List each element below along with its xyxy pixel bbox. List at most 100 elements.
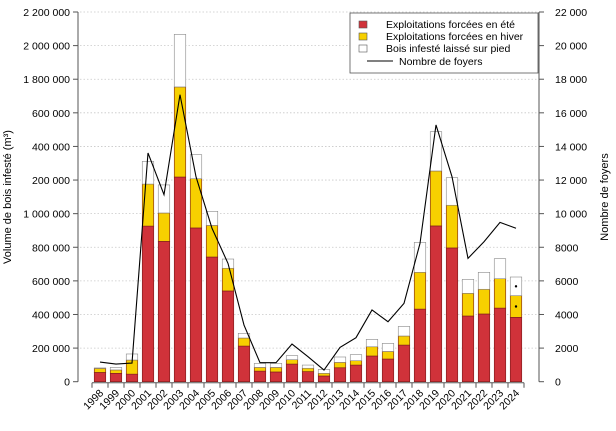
y-tick-label: 2 000 000 bbox=[23, 41, 70, 53]
legend-label-standing: Bois infesté laissé sur pied bbox=[386, 43, 510, 55]
bar-standing bbox=[173, 34, 187, 88]
y2-tick-label: 4000 bbox=[555, 309, 579, 321]
foyers-line bbox=[99, 94, 517, 371]
bar-winter bbox=[173, 86, 187, 178]
bar-winter bbox=[237, 337, 251, 347]
y-tick-label: 2 200 000 bbox=[23, 7, 70, 19]
bar-summer bbox=[445, 247, 459, 382]
bar-standing bbox=[237, 333, 251, 339]
bar-summer bbox=[333, 367, 347, 383]
bar-summer bbox=[189, 227, 203, 383]
y-tick-label: 800 000 bbox=[32, 242, 70, 254]
bar-standing bbox=[445, 177, 459, 206]
legend-swatch-winter bbox=[358, 32, 368, 41]
y2-tick-label: 2000 bbox=[555, 343, 579, 355]
bar-summer bbox=[221, 290, 235, 382]
y2-tick-label: 18 000 bbox=[555, 74, 587, 86]
bar-summer bbox=[173, 176, 187, 382]
bar-winter bbox=[205, 225, 219, 258]
bar-summer bbox=[461, 315, 475, 383]
bar-winter bbox=[269, 367, 283, 373]
bar-standing bbox=[253, 363, 267, 368]
legend-swatch-summer bbox=[358, 20, 368, 29]
bar-winter bbox=[493, 278, 507, 309]
bar-winter bbox=[109, 369, 123, 374]
bar-winter bbox=[365, 346, 379, 357]
bar-summer bbox=[141, 225, 155, 382]
y2-tick-label: 14 000 bbox=[555, 141, 587, 153]
legend-label-foyers: Nombre de foyers bbox=[399, 56, 482, 68]
bar-summer bbox=[349, 364, 363, 383]
y2-tick-label: 10 000 bbox=[555, 209, 587, 221]
bar-summer bbox=[285, 363, 299, 383]
bar-summer bbox=[157, 241, 171, 382]
y-tick-label: 400 000 bbox=[32, 309, 70, 321]
bar-standing bbox=[157, 184, 171, 214]
y-tick-label: 200 000 bbox=[32, 175, 70, 187]
bar-summer bbox=[125, 373, 139, 382]
y2-tick-label: 22 000 bbox=[555, 7, 587, 19]
bar-standing bbox=[141, 161, 155, 185]
y-tick-label: 600 000 bbox=[32, 108, 70, 120]
y2-tick-label: 20 000 bbox=[555, 41, 587, 53]
bar-summer bbox=[477, 313, 491, 383]
bar-winter bbox=[157, 212, 171, 242]
axes: 0 200 000 400 000 600 000 800 000 1 000 000 20… bbox=[23, 7, 587, 412]
bar-summer bbox=[237, 345, 251, 383]
bar-summer bbox=[205, 256, 219, 383]
bar-summer bbox=[301, 371, 315, 383]
bar-standing bbox=[205, 211, 219, 226]
bar-standing bbox=[269, 363, 283, 368]
legend-box bbox=[349, 12, 539, 74]
bar-standing bbox=[493, 258, 507, 279]
bars bbox=[93, 34, 523, 383]
bar-standing bbox=[397, 326, 411, 337]
bar-summer bbox=[509, 317, 523, 383]
bar-summer bbox=[365, 355, 379, 382]
provisional-marker bbox=[514, 285, 518, 288]
grid bbox=[80, 11, 538, 349]
y-tick-label: 200 000 bbox=[32, 343, 70, 355]
bar-standing bbox=[349, 354, 363, 361]
foyers-line-path bbox=[99, 94, 517, 371]
y-tick-label: 0 bbox=[64, 377, 70, 389]
bar-standing bbox=[365, 339, 379, 348]
bar-summer bbox=[93, 372, 107, 382]
bar-winter bbox=[397, 335, 411, 346]
bar-standing bbox=[189, 154, 203, 180]
y2-tick-label: 12 000 bbox=[555, 175, 587, 187]
legend-label-summer: Exploitations forcées en été bbox=[386, 19, 515, 31]
y2-tick-label: 16 000 bbox=[555, 108, 587, 120]
bar-summer bbox=[253, 370, 267, 382]
bar-standing bbox=[381, 343, 395, 352]
bar-winter bbox=[317, 372, 331, 377]
y2-tick-label: 6000 bbox=[555, 276, 579, 288]
bar-winter bbox=[301, 367, 315, 372]
bar-summer bbox=[493, 307, 507, 383]
y-axis-label: Volume de bois infesté (m³) bbox=[2, 130, 14, 264]
bar-standing bbox=[429, 131, 443, 172]
bar-winter bbox=[349, 360, 363, 366]
bar-summer bbox=[269, 371, 283, 383]
bar-winter bbox=[429, 170, 443, 227]
y-tick-label: 1 000 000 bbox=[23, 209, 70, 221]
bar-standing bbox=[333, 356, 347, 363]
bar-standing bbox=[109, 367, 123, 371]
bar-standing bbox=[477, 272, 491, 290]
y2-tick-label: 8000 bbox=[555, 242, 579, 254]
bar-standing bbox=[93, 367, 107, 369]
y-tick-label: 600 000 bbox=[32, 276, 70, 288]
bar-winter bbox=[461, 293, 475, 317]
bar-standing bbox=[461, 279, 475, 294]
bar-summer bbox=[317, 375, 331, 382]
bar-winter bbox=[445, 204, 459, 249]
legend-swatch-standing bbox=[358, 44, 368, 53]
bar-winter bbox=[253, 367, 267, 372]
bar-winter bbox=[189, 178, 203, 229]
bar-summer bbox=[429, 225, 443, 382]
y2-axis-label: Nombre de foyers bbox=[599, 153, 611, 241]
bar-standing bbox=[285, 355, 299, 360]
bar-summer bbox=[397, 344, 411, 383]
bar-winter bbox=[93, 368, 107, 373]
